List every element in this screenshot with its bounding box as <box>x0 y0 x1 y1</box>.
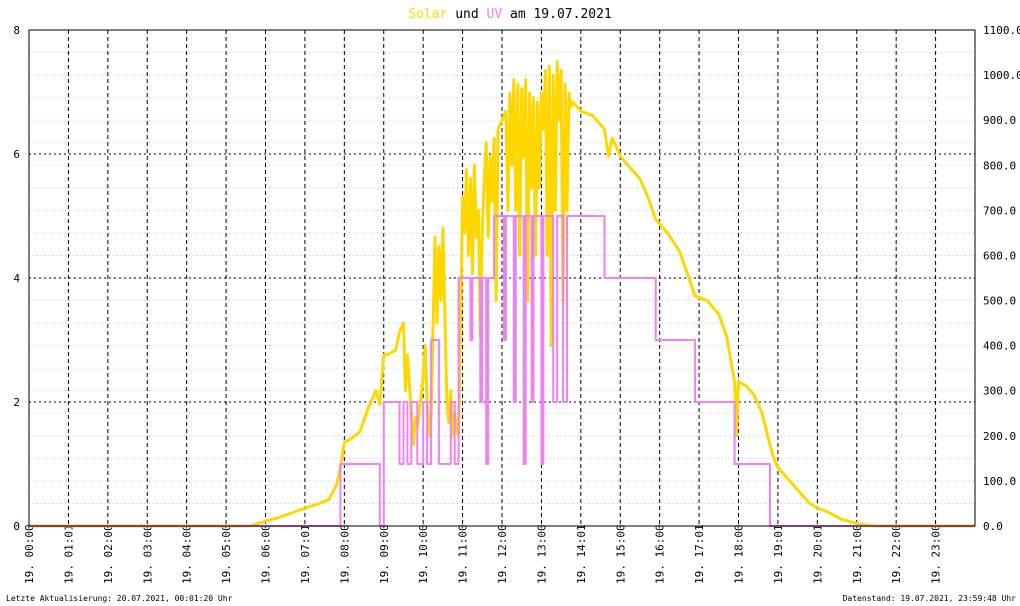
x-tick-label: 19. 20:01 <box>811 524 824 584</box>
left-axis: 0 2 4 6 8 <box>13 24 20 533</box>
x-tick-label: 19. 21:00 <box>851 524 864 584</box>
right-tick-label: 900.0 <box>983 114 1016 127</box>
right-axis: 0.0 100.0 200.0 300.0 400.0 500.0 600.0 700.0 80… <box>983 24 1020 533</box>
x-tick-label: 19. 22:00 <box>890 524 903 584</box>
x-tick-label: 19. 02:00 <box>102 524 115 584</box>
right-tick-label: 100.0 <box>983 475 1016 488</box>
left-tick-label: 2 <box>13 396 20 409</box>
right-tick-label: 600.0 <box>983 249 1016 262</box>
grid <box>28 29 975 527</box>
x-tick-label: 19. 09:00 <box>378 524 391 584</box>
x-tick-label: 19. 08:00 <box>338 524 351 584</box>
left-tick-label: 4 <box>13 272 20 285</box>
left-tick-label: 8 <box>13 24 20 37</box>
x-tick-label: 19. 11:00 <box>457 524 470 584</box>
left-tick-label: 0 <box>13 520 20 533</box>
x-axis: 19. 00:00 19. 01:01 19. 02:00 19. 03:00 19. … <box>23 524 943 584</box>
title-und: und <box>455 7 478 22</box>
x-tick-label: 19. 17:01 <box>693 524 706 584</box>
right-tick-label: 700.0 <box>983 204 1016 217</box>
title-uv: UV <box>487 7 503 22</box>
x-tick-label: 19. 04:00 <box>181 524 194 584</box>
right-tick-label: 0.0 <box>983 520 1003 533</box>
left-tick-label: 6 <box>13 148 20 161</box>
uv-series-line <box>29 215 975 527</box>
right-tick-label: 300.0 <box>983 385 1016 398</box>
x-tick-label: 19. 19:01 <box>772 524 785 584</box>
title-solar: Solar <box>408 7 447 22</box>
right-tick-label: 400.0 <box>983 340 1016 353</box>
plot-frame <box>28 29 976 527</box>
footer-data-status: Datenstand: 19.07.2021, 23:59:48 Uhr <box>843 594 1017 603</box>
chart-title: Solar und UV am 19.07.2021 <box>408 7 612 22</box>
x-tick-label: 19. 12:00 <box>496 524 509 584</box>
x-tick-label: 19. 05:00 <box>220 524 233 584</box>
footer-last-update: Letzte Aktualisierung: 20.07.2021, 00:01… <box>6 594 233 603</box>
x-tick-label: 19. 14:01 <box>575 524 588 584</box>
x-tick-label: 19. 01:01 <box>62 524 75 584</box>
x-tick-label: 19. 23:00 <box>930 524 943 584</box>
right-tick-label: 200.0 <box>983 430 1016 443</box>
title-am: am <box>510 7 526 22</box>
series-group <box>29 60 975 528</box>
x-tick-label: 19. 10:00 <box>417 524 430 584</box>
right-tick-label: 1100.0 <box>983 24 1020 37</box>
x-tick-label: 19. 00:00 <box>23 524 36 584</box>
right-tick-label: 500.0 <box>983 295 1016 308</box>
x-tick-label: 19. 03:00 <box>141 524 154 584</box>
x-tick-label: 19. 07:01 <box>299 524 312 584</box>
right-tick-label: 1000.0 <box>983 69 1020 82</box>
x-tick-label: 19. 15:00 <box>614 524 627 584</box>
x-tick-label: 19. 16:00 <box>654 524 667 584</box>
title-date: 19.07.2021 <box>533 7 611 22</box>
right-tick-label: 800.0 <box>983 159 1016 172</box>
x-tick-label: 19. 13:00 <box>535 524 548 584</box>
x-tick-label: 19. 18:00 <box>733 524 746 584</box>
x-tick-label: 19. 06:00 <box>260 524 273 584</box>
